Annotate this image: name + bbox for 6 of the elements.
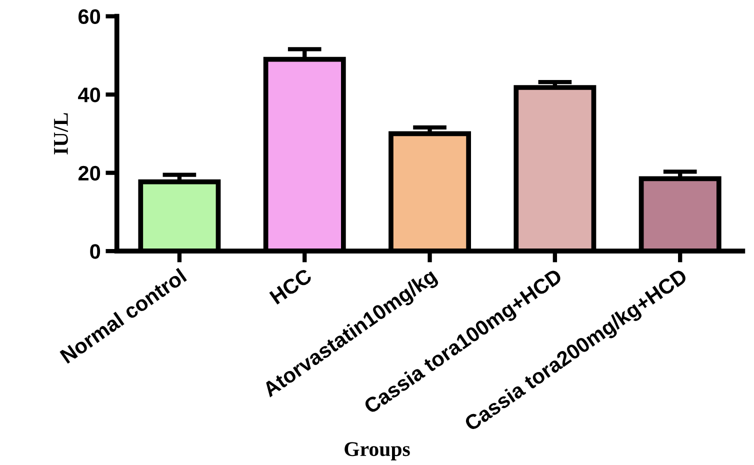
x-axis-title: Groups xyxy=(344,442,410,460)
y-axis-title: IU/L xyxy=(54,113,68,154)
y-tick-label: 60 xyxy=(78,9,100,24)
y-tick-label: 20 xyxy=(78,166,100,181)
y-tick-label: 40 xyxy=(78,88,100,102)
y-tick-label: 0 xyxy=(90,244,100,259)
